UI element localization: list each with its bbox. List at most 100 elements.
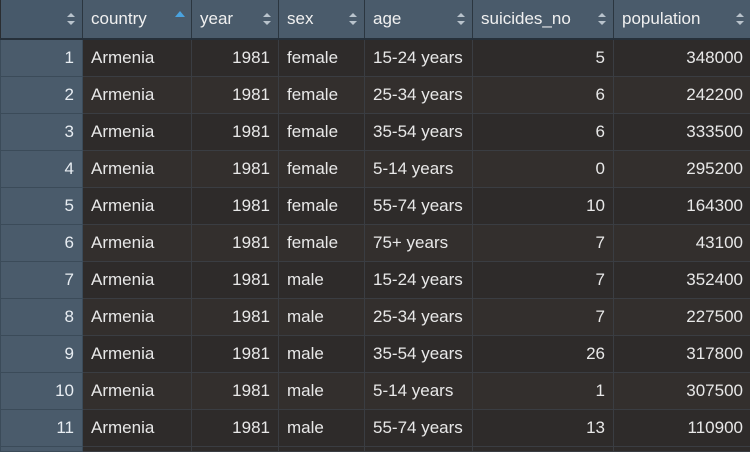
year-cell[interactable]: 1981 [192,39,279,77]
population-cell[interactable]: 352400 [614,262,750,299]
age-cell[interactable]: 5-14 years [365,151,473,188]
age-cell[interactable]: 75+ years [365,225,473,262]
row-index-cell[interactable]: 10 [1,373,83,410]
age-cell[interactable]: 5-14 years [365,373,473,410]
age-cell[interactable]: 55-74 years [365,188,473,225]
country-cell[interactable]: Armenia [83,39,192,77]
sex-cell[interactable]: female [279,77,365,114]
sort-both-icon[interactable] [597,12,607,26]
column-header-index[interactable] [1,0,83,39]
age-cell[interactable]: 15-24 years [365,39,473,77]
year-cell[interactable]: 1981 [192,114,279,151]
age-cell[interactable]: 35-54 years [365,114,473,151]
age-cell[interactable]: 15-24 years [365,262,473,299]
sex-cell[interactable]: female [279,39,365,77]
suicides-no-cell[interactable]: 1 [473,373,614,410]
sex-cell[interactable]: male [279,373,365,410]
age-cell[interactable]: 55-74 years [365,410,473,447]
population-cell[interactable]: 307500 [614,373,750,410]
year-cell[interactable]: 1981 [192,299,279,336]
row-index-cell[interactable]: 5 [1,188,83,225]
sex-cell[interactable]: female [279,114,365,151]
column-header-year[interactable]: year [192,0,279,39]
year-cell[interactable]: 1981 [192,336,279,373]
population-cell[interactable]: 317800 [614,336,750,373]
row-index-cell[interactable]: 7 [1,262,83,299]
sex-cell[interactable]: male [279,299,365,336]
sort-both-icon[interactable] [735,12,745,26]
year-cell[interactable]: 1981 [192,262,279,299]
suicides-no-cell[interactable]: 0 [473,151,614,188]
population-cell[interactable]: 348000 [614,39,750,77]
column-header-population[interactable]: population [614,0,750,39]
country-cell[interactable]: Armenia [83,225,192,262]
row-index-cell[interactable]: 6 [1,225,83,262]
column-header-sex[interactable]: sex [279,0,365,39]
sort-both-icon[interactable] [456,12,466,26]
suicides-no-cell[interactable]: 13 [473,410,614,447]
sex-cell[interactable]: male [279,410,365,447]
sex-cell[interactable]: female [279,188,365,225]
suicides-no-cell[interactable]: 7 [473,225,614,262]
country-cell[interactable]: Armenia [83,410,192,447]
country-cell[interactable]: Armenia [83,336,192,373]
suicides-no-cell[interactable]: 10 [473,188,614,225]
row-index-cell[interactable]: 1 [1,39,83,77]
age-cell[interactable]: 25-34 years [365,77,473,114]
country-cell[interactable]: Armenia [83,262,192,299]
country-cell[interactable]: Armenia [83,373,192,410]
column-header-suicides-no[interactable]: suicides_no [473,0,614,39]
sex-cell[interactable]: male [279,336,365,373]
sort-both-icon[interactable] [66,12,76,26]
population-cell[interactable]: 110900 [614,410,750,447]
sex-cell[interactable]: female [279,151,365,188]
country-cell[interactable]: Armenia [83,299,192,336]
population-cell[interactable]: 295200 [614,151,750,188]
column-header-age[interactable]: age [365,0,473,39]
suicides-no-cell[interactable]: 6 [473,114,614,151]
suicides-no-cell[interactable]: 5 [473,39,614,77]
column-header-country[interactable]: country [83,0,192,39]
row-index-cell[interactable]: 4 [1,151,83,188]
year-cell[interactable]: 1981 [192,151,279,188]
suicides-no-cell[interactable]: 7 [473,262,614,299]
age-cell[interactable]: 35-54 years [365,336,473,373]
sort-both-icon[interactable] [348,12,358,26]
sex-cell[interactable]: male [279,262,365,299]
row-index-cell[interactable]: 8 [1,299,83,336]
age-cell[interactable]: 25-34 years [365,299,473,336]
population-cell[interactable]: 43100 [614,225,750,262]
population-cell[interactable]: 164300 [614,188,750,225]
row-index-cell[interactable]: 3 [1,114,83,151]
country-cell[interactable]: Armenia [83,114,192,151]
suicides-no-cell[interactable]: 7 [473,299,614,336]
year-cell[interactable]: 1981 [192,373,279,410]
year-cell[interactable]: 1981 [192,77,279,114]
country-cell[interactable]: Armenia [83,77,192,114]
year-cell[interactable]: 1981 [192,188,279,225]
year-cell[interactable]: 1981 [192,225,279,262]
population-cell[interactable]: 242200 [614,77,750,114]
population-cell[interactable]: 333500 [614,114,750,151]
country-cell[interactable]: Armenia [83,188,192,225]
row-index-cell[interactable]: 9 [1,336,83,373]
row-index-cell[interactable]: 2 [1,77,83,114]
population-cell[interactable]: 227500 [614,299,750,336]
country-cell[interactable]: Armenia [83,151,192,188]
sort-ascending-icon[interactable] [175,10,185,24]
suicides-no-cell[interactable]: 26 [473,336,614,373]
suicides-no-cell[interactable]: 6 [473,77,614,114]
sex-cell[interactable]: female [279,225,365,262]
year-cell[interactable]: 1981 [192,410,279,447]
row-index-cell[interactable]: 11 [1,410,83,447]
